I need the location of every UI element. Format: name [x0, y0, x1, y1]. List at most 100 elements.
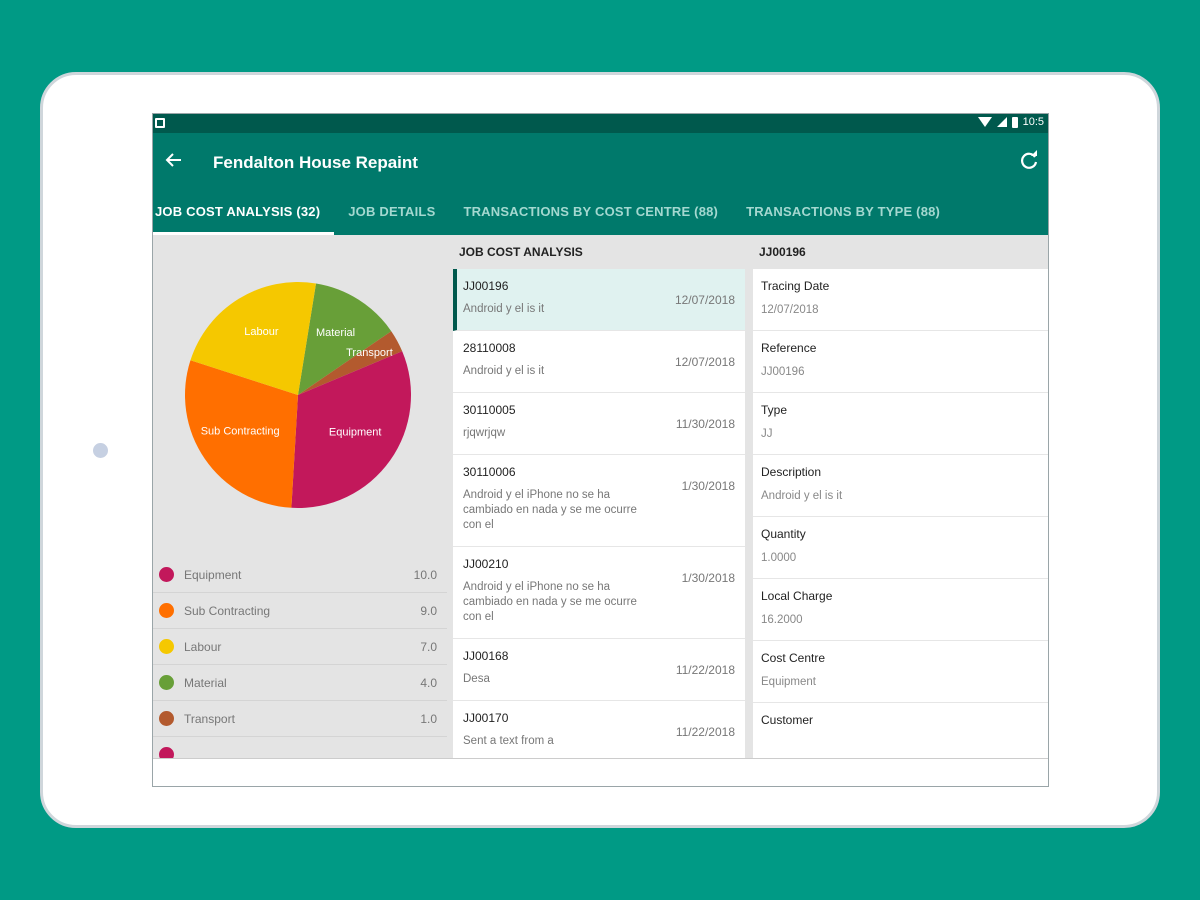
detail-cost-centre: Cost Centre Equipment: [753, 641, 1048, 703]
chart-legend: Equipment 10.0 Sub Contracting 9.0 Labou…: [153, 557, 447, 758]
legend-swatch: [159, 567, 174, 582]
legend-row[interactable]: Equipment 10.0: [153, 557, 447, 593]
legend-swatch: [159, 747, 174, 758]
legend-label: Equipment: [184, 567, 242, 582]
list-item[interactable]: 30110006 Android y el iPhone no se ha ca…: [453, 455, 745, 547]
legend-value: 7.0: [420, 639, 437, 654]
detail-customer: Customer: [753, 703, 1048, 758]
detail-label: Description: [761, 465, 822, 479]
legend-row-partial[interactable]: [153, 737, 447, 758]
pie-slice-labour[interactable]: [190, 282, 317, 395]
item-id: 30110005: [463, 403, 516, 417]
detail-label: Reference: [761, 341, 817, 355]
detail-value: JJ: [761, 428, 773, 440]
detail-tracing-date: Tracing Date 12/07/2018: [753, 269, 1048, 331]
legend-row[interactable]: Transport 1.0: [153, 701, 447, 737]
legend-value: 4.0: [420, 675, 437, 690]
item-id: JJ00210: [463, 557, 509, 571]
detail-label: Cost Centre: [761, 651, 826, 665]
item-description: Android y el is it: [463, 303, 545, 315]
legend-row[interactable]: Sub Contracting 9.0: [153, 593, 447, 629]
status-time: 10:5: [1022, 116, 1044, 128]
item-description: rjqwrjqw: [463, 427, 506, 439]
app-bar: Fendalton House Repaint JOB COST ANALYSI…: [153, 133, 1048, 235]
item-date: 1/30/2018: [681, 571, 735, 585]
item-date: 12/07/2018: [674, 293, 735, 307]
detail-label: Customer: [761, 713, 814, 727]
detail-label: Tracing Date: [761, 279, 830, 293]
back-arrow-icon[interactable]: [163, 149, 185, 171]
item-date: 1/30/2018: [681, 479, 735, 493]
item-date: 11/22/2018: [675, 725, 735, 739]
page-title: Fendalton House Repaint: [213, 153, 418, 172]
pie-slice-sub-contracting[interactable]: [185, 360, 298, 508]
item-description: Desa: [463, 673, 490, 685]
list-header: JOB COST ANALYSIS: [453, 235, 745, 269]
detail-value: 1.0000: [761, 552, 797, 564]
item-id: JJ00196: [463, 279, 509, 293]
item-description: Sent a text from a: [463, 735, 554, 747]
detail-quantity: Quantity 1.0000: [753, 517, 1048, 579]
detail-pane: JJ00196 Tracing Date 12/07/2018 Referenc…: [753, 235, 1048, 758]
legend-label: Material: [184, 675, 227, 690]
list-item[interactable]: JJ00168 Desa 11/22/2018: [453, 639, 745, 701]
tab-bar: JOB COST ANALYSIS (32) JOB DETAILS TRANS…: [153, 197, 954, 235]
tab-job-details[interactable]: JOB DETAILS: [348, 204, 436, 219]
item-id: 30110006: [463, 465, 516, 479]
legend-row[interactable]: Material 4.0: [153, 665, 447, 701]
tab-transactions-by-cost-centre[interactable]: TRANSACTIONS BY COST CENTRE (88): [463, 204, 719, 219]
item-date: 11/30/2018: [675, 417, 735, 431]
legend-label: Transport: [184, 711, 235, 726]
detail-value: 12/07/2018: [761, 304, 819, 316]
camera-dot: [93, 443, 108, 458]
detail-value: Android y el is it: [761, 490, 843, 502]
legend-swatch: [159, 639, 174, 654]
chart-pane: MaterialTransportPlantEquipmentSub Contr…: [153, 235, 447, 758]
legend-swatch: [159, 711, 174, 726]
pie-label: Material: [316, 327, 355, 339]
refresh-icon[interactable]: [1018, 149, 1042, 173]
app-screen: 10:5 Fendalton House Repaint JOB COST AN…: [152, 113, 1049, 787]
item-id: JJ00170: [463, 711, 509, 725]
detail-label: Local Charge: [761, 589, 833, 603]
legend-value: 9.0: [420, 603, 437, 618]
legend-swatch: [159, 675, 174, 690]
tab-transactions-by-type[interactable]: TRANSACTIONS BY TYPE (88): [746, 204, 941, 219]
pie-slice-equipment[interactable]: [291, 351, 411, 509]
item-id: JJ00168: [463, 649, 509, 663]
list-item[interactable]: JJ00210 Android y el iPhone no se ha cam…: [453, 547, 745, 639]
legend-swatch: [159, 603, 174, 618]
legend-label: Labour: [184, 639, 222, 654]
pie-label: Labour: [244, 326, 279, 338]
pie-label: Transport: [346, 347, 393, 359]
item-date: 11/22/2018: [675, 663, 735, 677]
detail-value: Equipment: [761, 676, 816, 688]
legend-label: Sub Contracting: [184, 603, 271, 618]
list-item[interactable]: JJ00196 Android y el is it 12/07/2018: [453, 269, 745, 331]
detail-reference: Reference JJ00196: [753, 331, 1048, 393]
status-icons: 10:5: [977, 116, 1044, 128]
detail-header: JJ00196: [753, 235, 1048, 269]
detail-description: Description Android y el is it: [753, 455, 1048, 517]
detail-label: Quantity: [761, 527, 806, 541]
pie-label: Equipment: [329, 426, 382, 438]
pie-label: Sub Contracting: [201, 426, 280, 438]
legend-value: 1.0: [420, 711, 437, 726]
detail-type: Type JJ: [753, 393, 1048, 455]
status-bar: 10:5: [153, 114, 1048, 133]
legend-row[interactable]: Labour 7.0: [153, 629, 447, 665]
notification-icon: [155, 118, 165, 128]
tab-job-cost-analysis[interactable]: JOB COST ANALYSIS (32): [153, 197, 335, 235]
list-item[interactable]: 30110005 rjqwrjqw 11/30/2018: [453, 393, 745, 455]
list-item[interactable]: 28110008 Android y el is it 12/07/2018: [453, 331, 745, 393]
pie-slice-material[interactable]: [298, 283, 392, 395]
item-date: 12/07/2018: [674, 355, 735, 369]
wifi-icon: [977, 117, 992, 127]
detail-local-charge: Local Charge 16.2000: [753, 579, 1048, 641]
item-description: Android y el iPhone no se ha cambiado en…: [463, 581, 637, 623]
pie-slice-transport[interactable]: [298, 331, 403, 395]
detail-label: Type: [761, 403, 788, 417]
list-item[interactable]: JJ00170 Sent a text from a 11/22/2018: [453, 701, 745, 758]
detail-value: 16.2000: [761, 614, 803, 626]
item-description: Android y el is it: [463, 365, 545, 377]
